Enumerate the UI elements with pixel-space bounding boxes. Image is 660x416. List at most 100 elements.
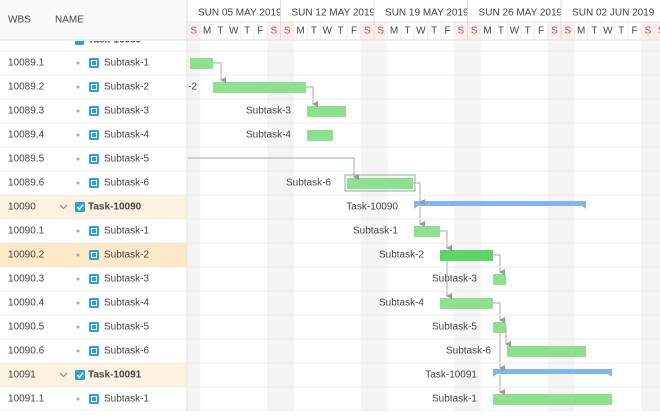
bar-label: Task-10090 <box>346 202 398 213</box>
checkbox <box>75 370 85 380</box>
task-bar[interactable] <box>440 298 493 309</box>
task-bar[interactable] <box>507 346 586 357</box>
wbs-cell: 10089.1 <box>8 58 45 69</box>
week-label: SUN 12 MAY 2019 <box>292 8 376 19</box>
task-icon-inner <box>91 348 97 354</box>
bar-label: Subtask-6 <box>286 178 331 189</box>
task-name[interactable]: Subtask-5 <box>104 154 149 165</box>
bullet <box>76 109 80 113</box>
task-bar[interactable] <box>307 130 333 141</box>
wbs-cell: 10090.3 <box>8 274 45 285</box>
task-name[interactable]: Subtask-1 <box>104 226 149 237</box>
weekend-column <box>360 41 375 411</box>
task-bar[interactable] <box>493 274 506 285</box>
task-icon <box>89 106 99 116</box>
wbs-cell: 10090.2 <box>8 250 45 261</box>
day-letter: T <box>404 26 410 37</box>
task-name[interactable]: Subtask-4 <box>104 130 149 141</box>
task-name[interactable]: Subtask-6 <box>104 178 149 189</box>
week-label: SUN 05 MAY 2019 <box>198 8 282 19</box>
weekend-header <box>454 22 468 40</box>
day-letter: S <box>377 26 384 37</box>
bullet <box>76 349 80 353</box>
task-name[interactable]: Subtask-5 <box>104 322 149 333</box>
week-label: SUN 19 MAY 2019 <box>385 8 469 19</box>
weekend-column <box>374 41 388 411</box>
task-icon-inner <box>91 300 97 306</box>
weekend-header <box>188 22 201 40</box>
task-name[interactable]: Task-10091 <box>88 370 142 381</box>
task-name[interactable]: Subtask-2 <box>104 82 149 93</box>
day-letter: M <box>296 26 304 37</box>
task-icon <box>89 154 99 164</box>
task-name[interactable]: Subtask-1 <box>104 394 149 405</box>
task-name[interactable]: Subtask-6 <box>104 346 149 357</box>
bar-label: Subtask-2 <box>379 250 424 261</box>
day-letter: W <box>323 26 333 37</box>
weekend-column <box>641 41 655 411</box>
wbs-cell: 10089.5 <box>8 154 45 165</box>
check <box>76 372 84 379</box>
wbs-cell: 10090.6 <box>8 346 45 357</box>
task-icon <box>89 226 99 236</box>
task-name[interactable]: Subtask-1 <box>104 58 149 69</box>
task-name[interactable]: Task-10090 <box>88 202 142 213</box>
day-letter: S <box>271 26 278 37</box>
weekend-header <box>360 22 375 40</box>
task-name[interactable]: Subtask-3 <box>104 106 149 117</box>
dependency-link <box>306 86 318 107</box>
week-label: SUN 26 MAY 2019 <box>479 8 563 19</box>
bullet <box>76 397 80 401</box>
summary-bar[interactable] <box>493 369 612 377</box>
expand-chevron[interactable] <box>59 372 68 378</box>
expand-chevron[interactable] <box>59 204 68 210</box>
task-icon <box>89 130 99 140</box>
task-name[interactable]: Subtask-3 <box>104 274 149 285</box>
checkbox <box>75 41 84 45</box>
task-bar[interactable] <box>307 106 346 117</box>
day-letter: F <box>257 26 263 37</box>
task-icon-inner <box>91 156 97 162</box>
weekend-column <box>561 41 575 411</box>
weekend-column <box>280 41 294 411</box>
wbs-cell: 10090 <box>8 202 36 213</box>
bar-label: Subtask-2 <box>152 82 197 93</box>
bar-label: Subtask-6 <box>446 346 491 357</box>
task-name[interactable]: Subtask-2 <box>104 250 149 261</box>
day-letter: M <box>390 26 398 37</box>
day-letter: M <box>483 26 491 37</box>
weekend-column <box>467 41 481 411</box>
row-highlight <box>0 195 187 219</box>
wbs-cell: 10090.5 <box>8 322 45 333</box>
task-name[interactable]: Subtask-4 <box>104 298 149 309</box>
wbs-cell: 10089.3 <box>8 106 45 117</box>
dependency-link <box>413 182 425 205</box>
weekend-header <box>654 22 660 40</box>
weekend-header <box>641 22 655 40</box>
timeline-overlay: Subtask-1 Subtask-2 Subtask-3 Subtask-4 Subt… <box>152 58 612 405</box>
bar-label: Subtask-1 <box>432 394 477 405</box>
task-bar[interactable] <box>493 322 506 333</box>
day-letter: T <box>525 26 531 37</box>
bullet <box>76 85 80 89</box>
task-icon-inner <box>91 396 97 402</box>
day-letter: T <box>431 26 437 37</box>
task-bar[interactable] <box>440 250 493 261</box>
weekend-column <box>267 41 281 411</box>
task-icon <box>89 178 99 188</box>
task-bar[interactable] <box>347 178 413 189</box>
task-bar[interactable] <box>493 394 612 405</box>
name-header[interactable]: NAME <box>55 15 84 26</box>
summary-bar[interactable] <box>414 201 586 209</box>
wbs-header[interactable]: WBS <box>8 15 31 26</box>
day-letter: M <box>577 26 585 37</box>
task-bar[interactable] <box>190 58 213 69</box>
task-icon <box>89 322 99 332</box>
task-bar[interactable] <box>213 82 306 93</box>
weekend-header <box>561 22 575 40</box>
task-bar[interactable] <box>414 226 440 237</box>
day-letter: T <box>217 26 223 37</box>
task-icon-inner <box>91 108 97 114</box>
day-letter: T <box>591 26 597 37</box>
dependency-link <box>440 230 452 251</box>
